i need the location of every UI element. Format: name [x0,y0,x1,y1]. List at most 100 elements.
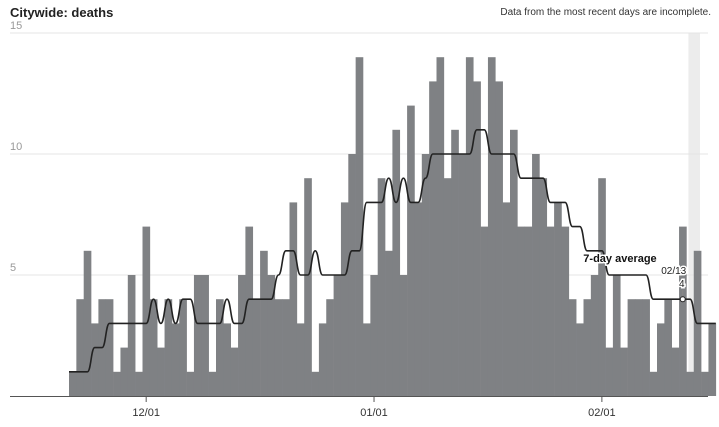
x-tick-label: 12/01 [132,407,160,419]
bar-layer [69,57,717,397]
bar [326,299,334,396]
bar [69,371,77,396]
bar [333,275,342,396]
bar [113,371,121,396]
annotation-layer: 7-day average 02/13 4 [582,252,688,303]
bar [657,323,665,396]
bar [679,226,687,396]
bar [149,299,158,396]
bar [267,275,276,396]
bar [385,250,393,396]
y-tick-label: 5 [10,262,16,274]
bar [546,226,555,396]
bar [686,371,695,396]
incomplete-data-shade [688,33,700,396]
bar [76,299,84,396]
bar [443,178,452,396]
bar [671,347,680,396]
bar [245,226,254,396]
bar [193,275,202,396]
bar [429,81,437,397]
bar [355,57,364,396]
bar [252,299,261,396]
bar [216,299,224,396]
x-tick-label: 02/01 [588,407,616,419]
axis-layer: 12/01 01/01 02/01 [10,396,708,419]
y-tick-label: 10 [10,141,22,153]
bar [649,371,658,396]
bar [274,299,283,396]
incomplete-shade-layer [688,33,700,396]
bar [282,299,290,396]
bar [186,371,195,396]
bar [238,275,246,396]
seven-day-average-line [69,129,716,373]
bar [627,299,636,396]
bar [568,299,577,396]
bar [583,299,592,396]
bar [370,275,378,396]
bar [164,299,173,396]
chart-title: Citywide: deaths [10,5,114,20]
bar [480,226,489,396]
bar [487,57,496,396]
bar [296,323,305,396]
bar [642,299,650,396]
bar [230,347,239,396]
bar [524,226,533,396]
bar [91,323,99,396]
bar [554,202,562,396]
bar [392,129,401,397]
bar [510,129,518,397]
bar [421,154,430,396]
bar [612,275,621,396]
bar [576,323,584,396]
bar [201,275,209,396]
bar [532,154,540,396]
bar [135,371,143,396]
bar [171,323,180,396]
bar [157,347,165,396]
bar [407,105,415,396]
bar [465,57,474,396]
bar [502,202,511,396]
bar [318,323,327,396]
average-line-label: 7-day average [583,253,656,265]
bar [348,154,356,396]
bar [495,81,503,397]
bar [311,371,320,396]
bar [620,347,628,396]
bar [377,178,386,396]
bar [561,226,570,396]
bar [223,323,231,396]
y-tick-label: 15 [10,20,22,32]
bar [539,178,548,396]
bar [399,275,408,396]
bar [208,371,217,396]
bar [590,275,599,396]
bar [708,323,717,396]
incomplete-data-note: Data from the most recent days are incom… [500,7,711,18]
bar [605,347,614,396]
bar [83,250,92,396]
bar [436,57,445,396]
bar [363,323,371,396]
hover-value-label: 4 [679,279,685,290]
bar [701,371,709,396]
bar [289,202,298,396]
bar [473,81,481,397]
bar [414,202,423,396]
bar [179,299,187,396]
hover-date-label: 02/13 [661,266,686,277]
bar [458,154,467,396]
bar [598,178,606,396]
bar [340,202,349,396]
bar [142,226,151,396]
hover-point [679,296,686,303]
bar [127,275,136,396]
bar [451,129,459,397]
bar [260,250,268,396]
bar [664,299,672,396]
bar [634,299,643,396]
